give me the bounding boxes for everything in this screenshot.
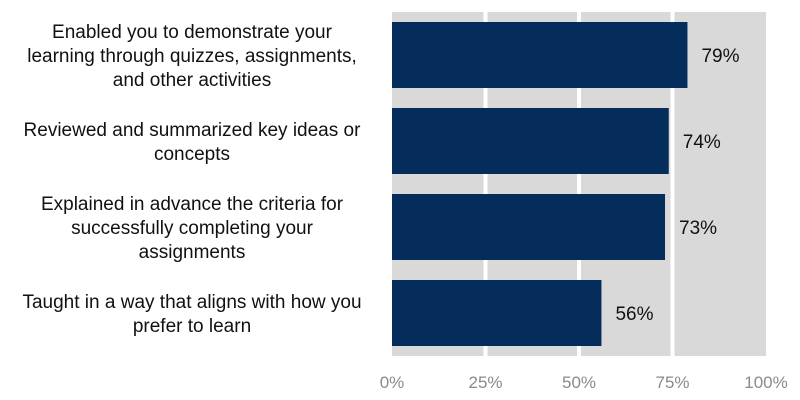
category-label-line: assignments bbox=[139, 242, 246, 263]
category-label-line: and other activities bbox=[113, 70, 271, 91]
value-label-2: 74% bbox=[683, 132, 721, 153]
x-tick-label-75: 75% bbox=[655, 373, 689, 392]
value-label-1: 79% bbox=[701, 46, 739, 67]
category-label-line: Explained in advance the criteria for bbox=[41, 194, 344, 215]
category-label-4: Taught in a way that aligns with how you… bbox=[22, 292, 361, 337]
category-label-1: Enabled you to demonstrate your learning … bbox=[27, 22, 357, 91]
bar-2 bbox=[392, 108, 669, 174]
category-label-line: Reviewed and summarized key ideas or bbox=[24, 120, 362, 141]
category-label-line: concepts bbox=[154, 144, 230, 165]
x-tick-label-0: 0% bbox=[380, 373, 405, 392]
category-label-line: successfully completing your bbox=[71, 218, 313, 239]
x-tick-label-50: 50% bbox=[562, 373, 596, 392]
category-label-line: learning through quizzes, assignments, bbox=[27, 46, 357, 67]
bar-4 bbox=[392, 280, 602, 346]
category-label-2: Reviewed and summarized key ideas or conc… bbox=[24, 120, 362, 165]
x-tick-label-25: 25% bbox=[468, 373, 502, 392]
bar-1 bbox=[392, 22, 688, 88]
category-label-3: Explained in advance the criteria for suc… bbox=[41, 194, 344, 263]
category-label-line: Enabled you to demonstrate your bbox=[52, 22, 333, 43]
category-label-line: prefer to learn bbox=[133, 316, 251, 337]
category-label-line: Taught in a way that aligns with how you bbox=[22, 292, 361, 313]
value-label-3: 73% bbox=[679, 218, 717, 239]
value-label-4: 56% bbox=[615, 304, 653, 325]
bar-3 bbox=[392, 194, 666, 260]
x-tick-label-100: 100% bbox=[744, 373, 787, 392]
